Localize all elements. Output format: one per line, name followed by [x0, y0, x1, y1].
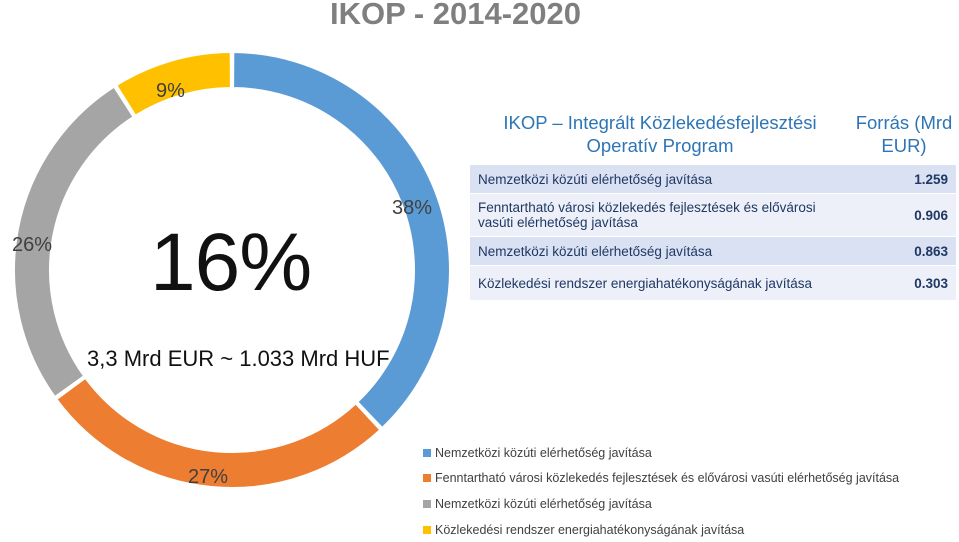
table-row: Nemzetközi közúti elérhetőség javítása 0… — [470, 236, 956, 266]
donut-slice-3 — [13, 85, 135, 399]
legend-label: Közlekedési rendszer energiahatékonyságá… — [435, 522, 745, 537]
page-title: IKOP - 2014-2020 — [0, 0, 959, 36]
slice-label-3: 26% — [12, 234, 53, 256]
table-cell-label: Nemzetközi közúti elérhetőség javítása — [470, 164, 851, 194]
funding-table: IKOP – Integrált Közlekedésfejlesztési O… — [470, 104, 956, 300]
table-row: Nemzetközi közúti elérhetőség javítása 1… — [470, 164, 956, 194]
legend-label: Fenntartható városi közlekedés fejleszté… — [435, 471, 900, 486]
legend-swatch — [423, 474, 431, 483]
table-cell-value: 0.303 — [851, 265, 956, 300]
legend-swatch — [423, 448, 431, 457]
legend-swatch — [423, 499, 431, 508]
table-cell-value: 0.906 — [851, 193, 956, 237]
donut-chart — [13, 50, 450, 489]
table-cell-label: Fenntartható városi közlekedés fejleszté… — [470, 193, 851, 237]
table-cell-value: 0.863 — [851, 236, 956, 266]
center-subtitle: 3,3 Mrd EUR ~ 1.033 Mrd HUF — [87, 346, 390, 371]
slice-label-2: 27% — [188, 466, 229, 488]
table-row: Fenntartható városi közlekedés fejleszté… — [470, 193, 956, 237]
table-cell-label: Közlekedési rendszer energiahatékonyságá… — [470, 265, 851, 300]
table-header-program: IKOP – Integrált Közlekedésfejlesztési O… — [470, 104, 851, 165]
table-header-source: Forrás (Mrd EUR) — [850, 104, 956, 165]
slice-label-1: 38% — [392, 197, 433, 219]
legend-label: Nemzetközi közúti elérhetőség javítása — [435, 496, 652, 511]
table-cell-label: Nemzetközi közúti elérhetőség javítása — [470, 236, 851, 266]
donut-slice-2 — [55, 376, 382, 489]
legend-item: Nemzetközi közúti elérhetőség javítása — [423, 491, 959, 517]
slice-label-4: 9% — [156, 80, 185, 102]
legend-item: Fenntartható városi közlekedés fejleszté… — [423, 466, 959, 492]
center-percentage: 16% — [150, 217, 312, 308]
chart-legend: Nemzetközi közúti elérhetőség javítása F… — [423, 440, 959, 542]
page-title-text: IKOP - 2014-2020 — [329, 0, 582, 31]
legend-swatch — [423, 525, 431, 534]
legend-item: Nemzetközi közúti elérhetőség javítása — [423, 440, 959, 466]
legend-item: Közlekedési rendszer energiahatékonyságá… — [423, 517, 959, 542]
table-cell-value: 1.259 — [851, 164, 956, 194]
donut-slice-4 — [114, 50, 232, 118]
legend-label: Nemzetközi közúti elérhetőség javítása — [435, 445, 652, 460]
donut-slice-1 — [232, 50, 450, 430]
table-header-row: IKOP – Integrált Közlekedésfejlesztési O… — [470, 104, 956, 165]
table-row: Közlekedési rendszer energiahatékonyságá… — [470, 265, 956, 300]
